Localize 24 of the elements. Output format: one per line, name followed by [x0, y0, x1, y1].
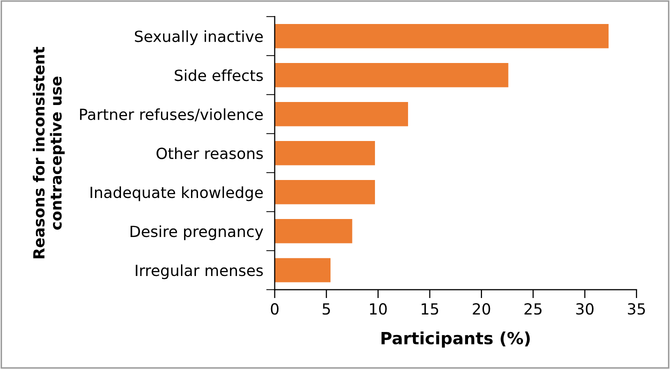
- x-tick-label: 10: [370, 303, 387, 315]
- x-tick-label: 35: [628, 303, 645, 315]
- bar: [274, 102, 408, 126]
- y-axis-title: Reasons for inconsistent contraceptive use: [32, 46, 65, 258]
- y-tick-label: Irregular menses: [136, 264, 263, 280]
- x-tick-label: 15: [422, 303, 438, 315]
- x-tick-label: 5: [322, 303, 330, 315]
- bar: [274, 180, 375, 204]
- y-tick-label: Sexually inactive: [134, 30, 263, 46]
- x-tick-label: 25: [524, 303, 542, 315]
- x-tick-label: 0: [270, 303, 279, 315]
- bar: [274, 219, 352, 244]
- x-axis-title: Participants (%): [382, 332, 530, 348]
- bar: [274, 24, 609, 48]
- y-tick-label: Partner refuses/violence: [80, 108, 263, 122]
- bar: [274, 141, 375, 166]
- x-tick-label: 30: [576, 303, 594, 315]
- bar: [274, 63, 508, 88]
- x-tick-label: 20: [472, 303, 490, 315]
- y-tick-label: Side effects: [174, 69, 263, 82]
- y-tick-label: Other reasons: [156, 147, 263, 160]
- y-tick-label: Inadequate knowledge: [90, 186, 263, 202]
- y-tick-label: Desire pregnancy: [130, 225, 264, 240]
- bar: [274, 258, 331, 282]
